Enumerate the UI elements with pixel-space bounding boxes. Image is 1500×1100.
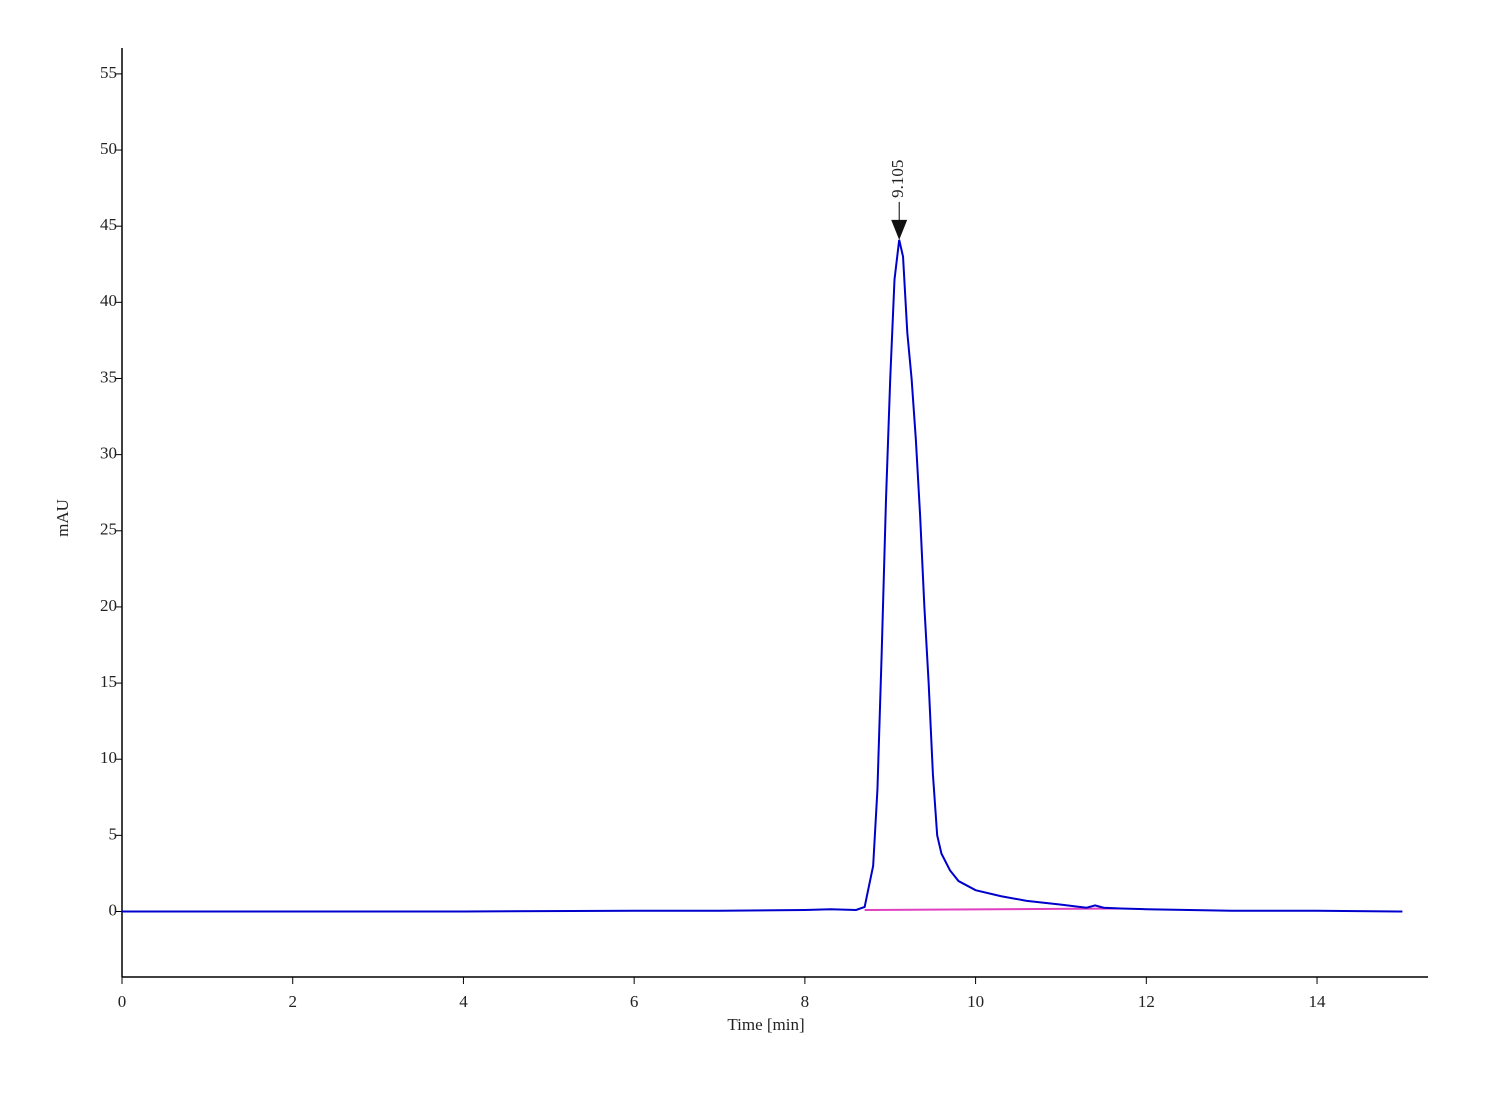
y-tick-label: 20	[100, 596, 117, 615]
y-tick-label: 45	[100, 215, 117, 234]
x-tick-label: 14	[1309, 992, 1327, 1011]
y-tick-label: 55	[100, 63, 117, 82]
y-tick-label: 0	[109, 900, 118, 919]
series-line	[864, 907, 1121, 911]
x-tick-label: 8	[801, 992, 810, 1011]
x-tick-label: 0	[118, 992, 127, 1011]
x-tick-label: 6	[630, 992, 639, 1011]
x-tick-label: 2	[288, 992, 297, 1011]
y-tick-label: 35	[100, 367, 117, 386]
series-line	[122, 239, 1403, 913]
x-tick-label: 12	[1138, 992, 1155, 1011]
peak-marker	[891, 219, 908, 240]
y-tick-label: 40	[100, 291, 117, 310]
y-tick-label: 30	[100, 444, 117, 463]
y-tick-label: 15	[100, 672, 117, 691]
y-tick-label: 50	[100, 139, 117, 158]
x-tick-label: 10	[967, 992, 984, 1011]
y-tick-label: 10	[100, 748, 117, 767]
y-tick-label: 5	[109, 824, 118, 843]
x-tick-label: 4	[459, 992, 468, 1011]
peak-label: 9.105	[888, 160, 907, 198]
x-axis-label: Time [min]	[727, 1015, 804, 1034]
y-axis-label: mAU	[53, 499, 72, 537]
y-tick-label: 25	[100, 520, 117, 539]
